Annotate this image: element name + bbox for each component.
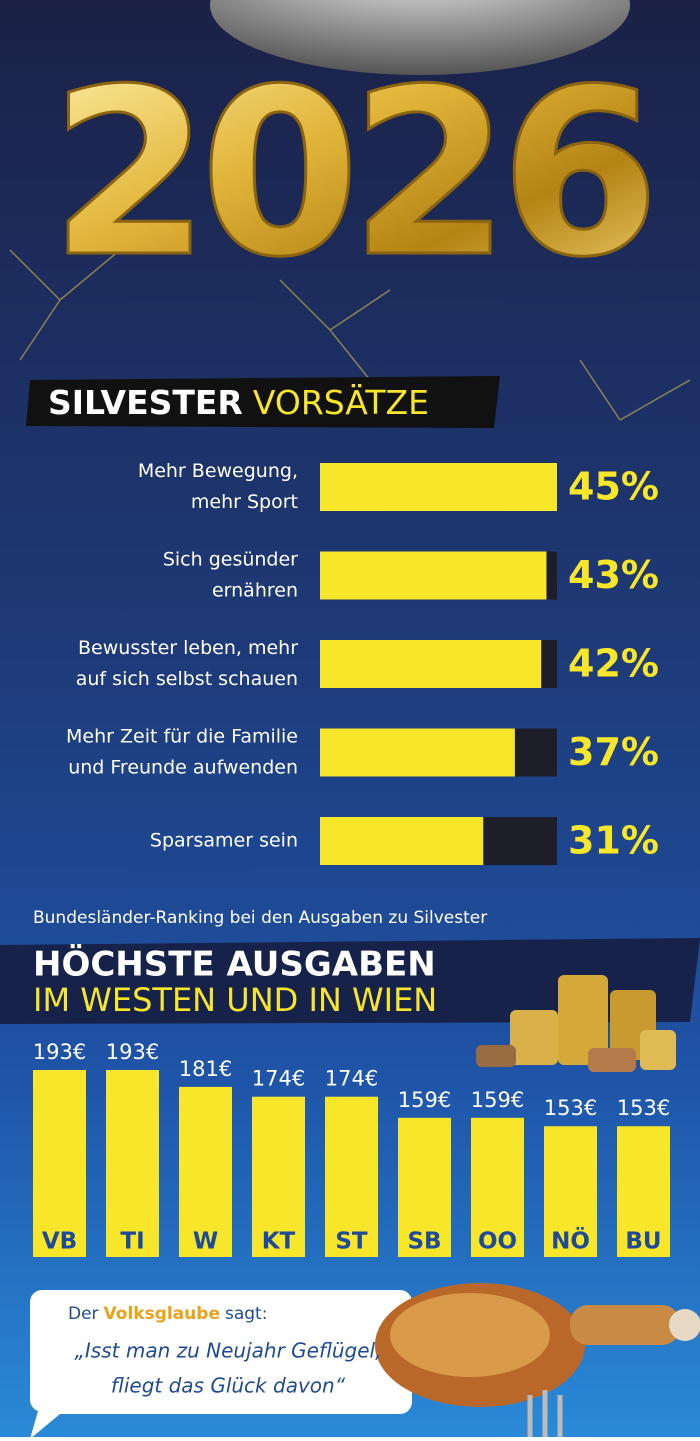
value-label: 37% [568, 730, 659, 774]
y-tick-label: und Freunde aufwenden [68, 757, 298, 779]
x-tick-label: VB [42, 1229, 77, 1255]
bars-layer: Mehr Bewegung, mehr Sport 45% Sich gesünder… [33, 460, 670, 1257]
value-label: 45% [568, 465, 659, 509]
x-tick-label: TI [120, 1229, 144, 1255]
bar [544, 1126, 597, 1257]
disco-ball [210, 0, 630, 75]
chart-title: IM WESTEN UND IN WIEN [33, 981, 437, 1019]
quote-word: sagt: [225, 1304, 267, 1324]
speech-bubble [30, 1290, 412, 1439]
bar [320, 640, 542, 688]
y-tick-label: Mehr Bewegung, [138, 460, 298, 482]
quote-line: fliegt das Glück davon“ [111, 1374, 346, 1398]
title-part: VORSÄTZE [253, 383, 429, 422]
bar [252, 1096, 305, 1257]
x-tick-label: NÖ [551, 1227, 590, 1255]
title-part: SILVESTER [48, 383, 243, 422]
value-label: 153€ [617, 1096, 670, 1120]
bar [325, 1096, 378, 1257]
x-tick-label: BU [625, 1229, 661, 1255]
bar [106, 1070, 159, 1257]
bar [617, 1126, 670, 1257]
bar [179, 1086, 232, 1257]
title-brush [26, 376, 500, 428]
fireworks [9, 249, 691, 421]
quote-word: Volksglaube [104, 1304, 220, 1324]
value-label: 153€ [544, 1096, 597, 1120]
y-tick-label: Sich gesünder [163, 549, 298, 571]
bar [320, 551, 547, 600]
quote-intro: Der Volksglaube sagt: [68, 1304, 267, 1324]
value-label: 174€ [325, 1067, 378, 1091]
x-tick-label: ST [335, 1229, 368, 1255]
title-band [0, 938, 700, 1024]
bar [471, 1117, 524, 1257]
x-tick-label: W [193, 1229, 218, 1255]
y-tick-label: Bewusster leben, mehr [78, 637, 298, 659]
x-tick-label: SB [407, 1229, 441, 1255]
x-tick-label: KT [262, 1229, 296, 1255]
y-tick-label: mehr Sport [191, 491, 298, 513]
value-label: 159€ [398, 1088, 451, 1112]
y-tick-label: auf sich selbst schauen [76, 668, 298, 690]
quote-line: „Isst man zu Neujahr Geflügel, [75, 1339, 382, 1363]
banner-2026: 2026 [50, 41, 650, 308]
coins [476, 975, 676, 1072]
value-label: 159€ [471, 1088, 524, 1112]
bar [398, 1117, 451, 1257]
bar [320, 728, 515, 777]
value-label: 193€ [106, 1040, 159, 1064]
x-tick-label: OO [478, 1229, 517, 1255]
y-tick-label: Sparsamer sein [150, 830, 298, 852]
y-tick-label: Mehr Zeit für die Familie [66, 726, 298, 748]
value-label: 42% [568, 642, 659, 686]
bar [320, 463, 557, 511]
value-label: 31% [568, 819, 659, 863]
value-label: 193€ [33, 1040, 86, 1064]
quote-word: Der [68, 1304, 99, 1324]
chicken [375, 1283, 700, 1437]
value-label: 43% [568, 553, 659, 597]
chart-title: HÖCHSTE AUSGABEN [33, 944, 436, 985]
value-label: 181€ [179, 1057, 232, 1081]
y-tick-label: ernähren [212, 580, 298, 602]
bar [320, 817, 484, 865]
value-label: 174€ [252, 1067, 305, 1091]
chart-subtitle: Bundesländer-Ranking bei den Ausgaben zu… [33, 908, 487, 928]
chart-title: SILVESTER VORSÄTZE [48, 383, 429, 422]
bar [33, 1070, 86, 1257]
